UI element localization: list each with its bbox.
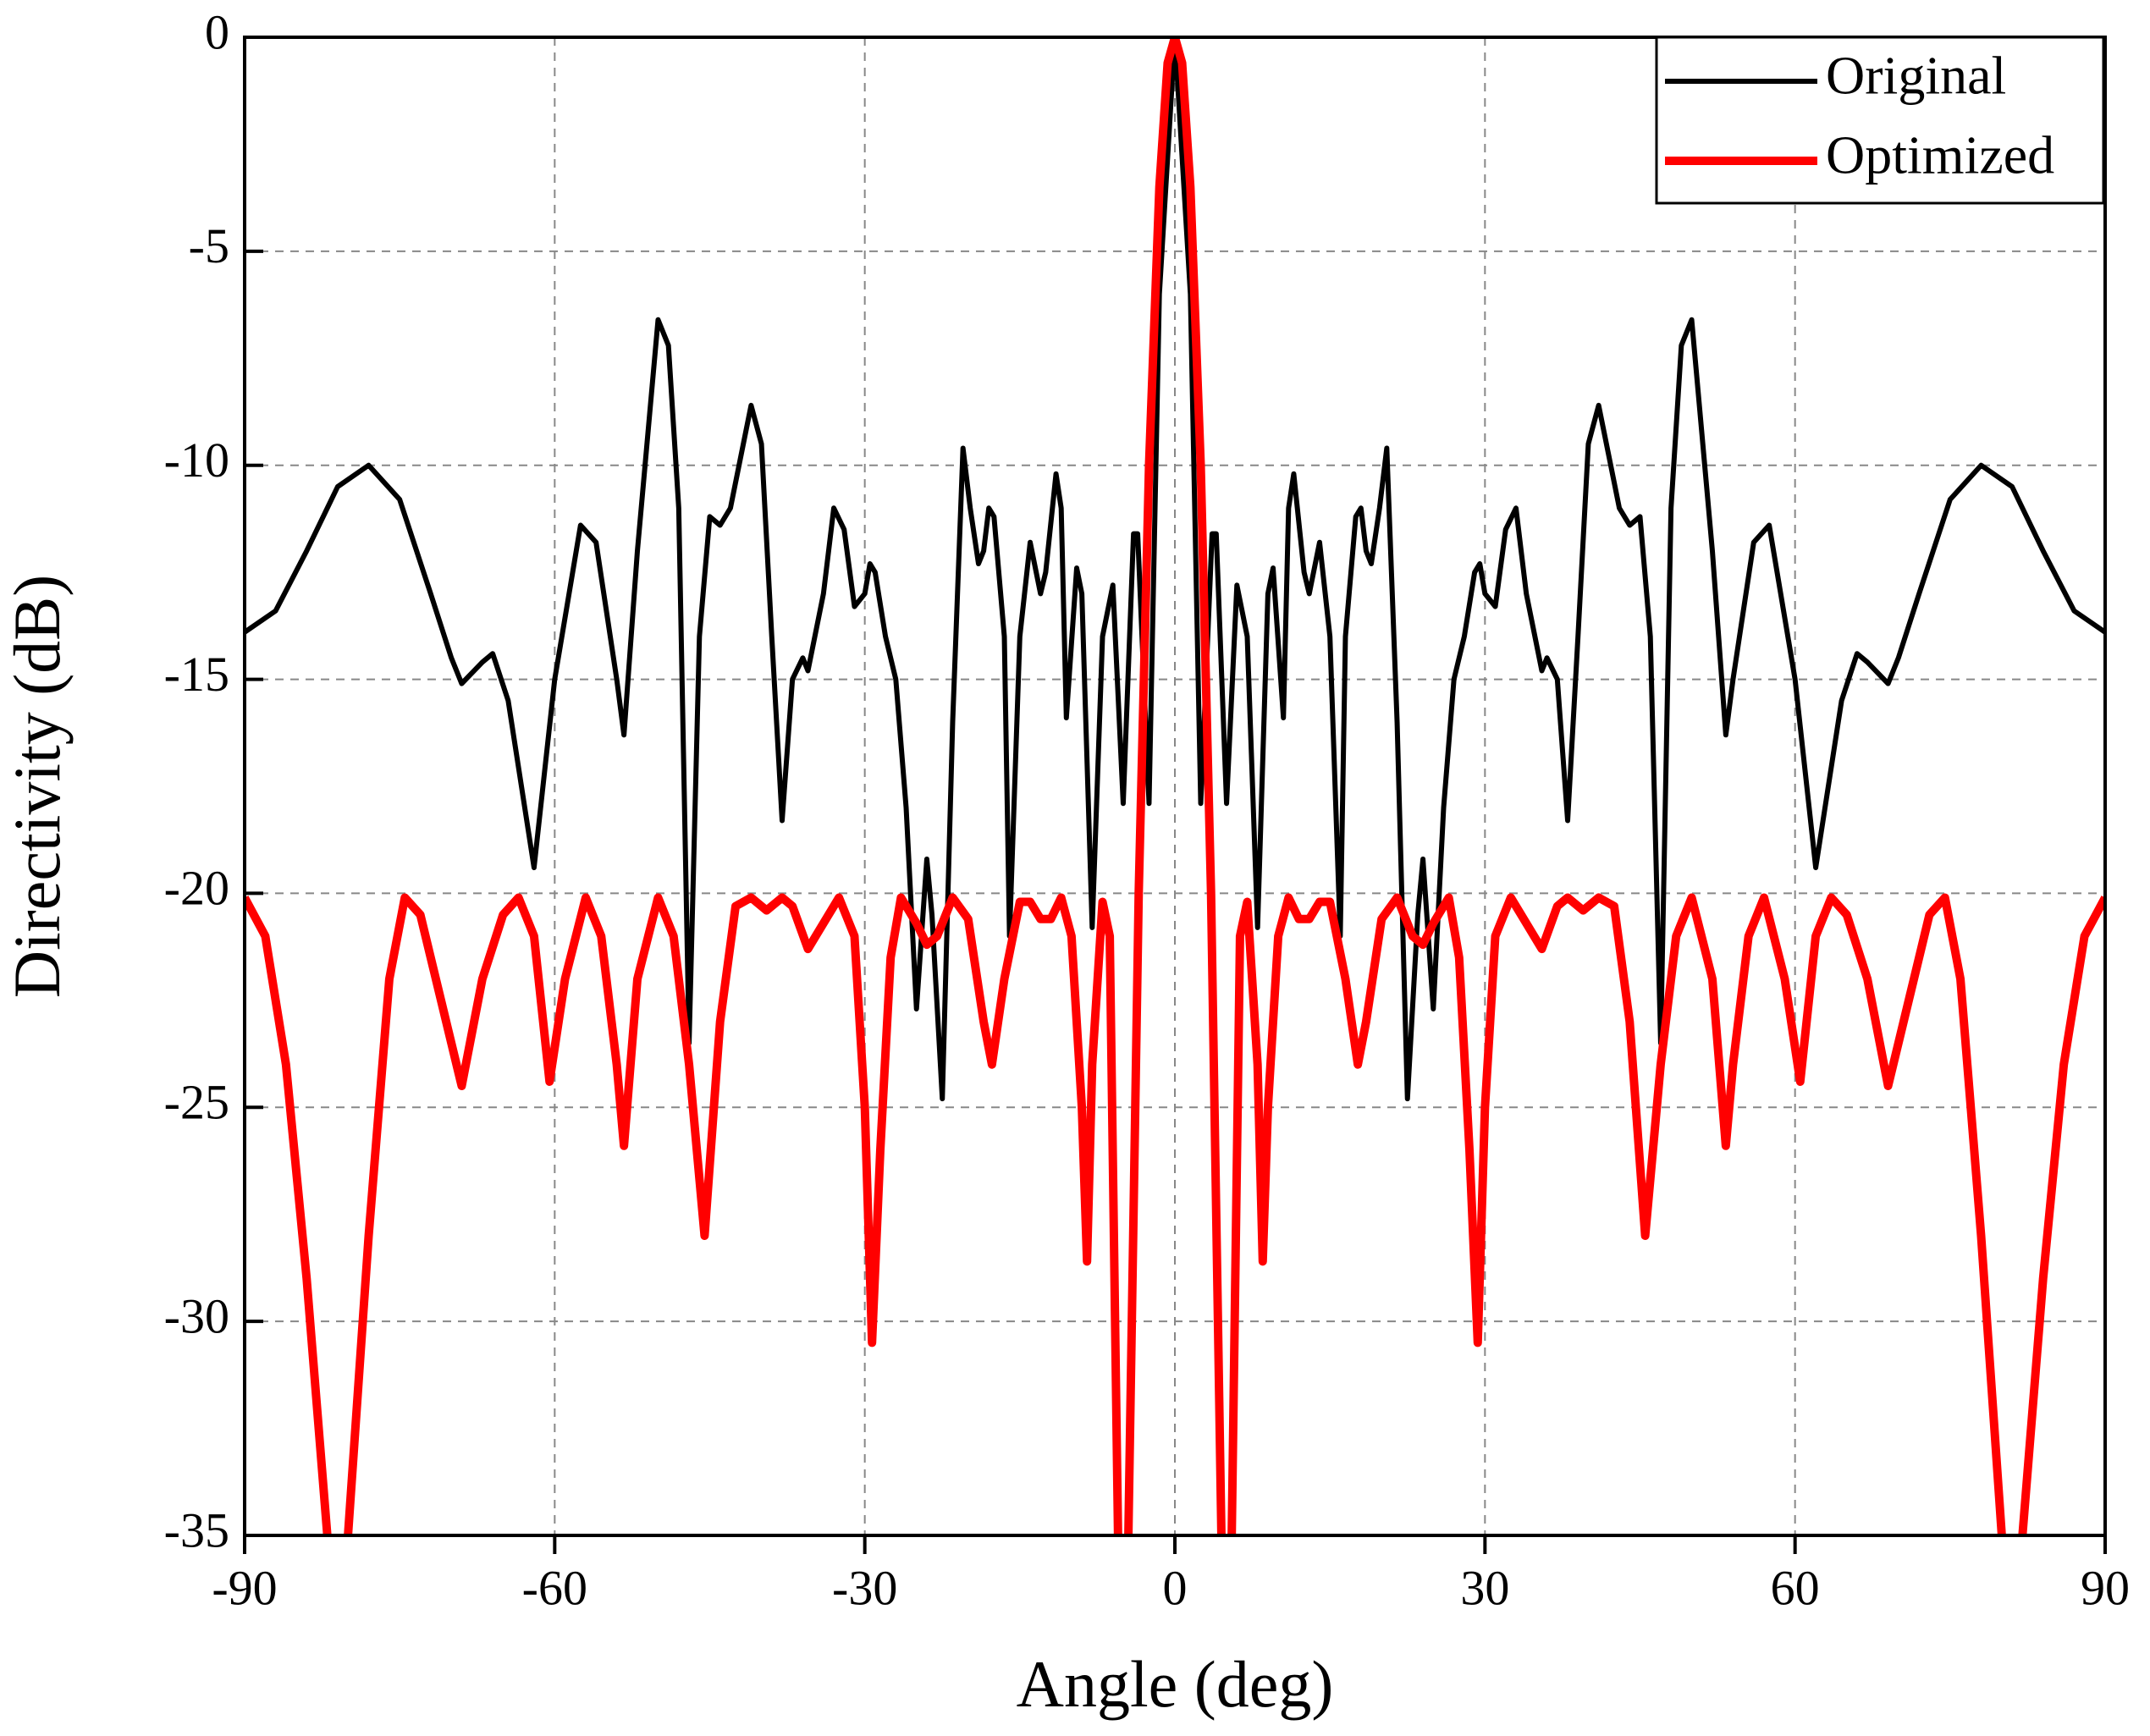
x-axis-title: Angle (deg)	[1017, 1647, 1334, 1721]
series-line	[245, 37, 2105, 1535]
x-tick-label: 90	[2081, 1560, 2130, 1615]
y-tick-label: -15	[164, 647, 229, 702]
y-tick-label: 0	[205, 4, 229, 59]
y-tick-label: -5	[189, 218, 229, 273]
plot-lines	[245, 37, 2105, 1535]
x-tick-label: 60	[1771, 1560, 1820, 1615]
x-tick-label: -60	[522, 1560, 587, 1615]
axes: -90 -60 -30 0 30 60 90 0 -5 -10 -15 -20 -25 -30 -35	[164, 4, 2130, 1615]
y-tick-label: -35	[164, 1502, 229, 1557]
x-tick-label: -30	[832, 1560, 897, 1615]
x-tick-label: 30	[1460, 1560, 1509, 1615]
legend-label: Original	[1826, 46, 2006, 106]
y-tick-label: -10	[164, 433, 229, 488]
x-tick-label: -90	[212, 1560, 277, 1615]
y-axis-title: Directivity (dB)	[0, 575, 74, 998]
legend-label: Optimized	[1826, 125, 2054, 185]
legend-box	[1655, 36, 2105, 205]
series-line	[245, 37, 2105, 1102]
x-tick-label: 0	[1163, 1560, 1188, 1615]
y-tick-label: -30	[164, 1288, 229, 1343]
y-tick-label: -20	[164, 861, 229, 916]
legend: Original Optimized	[1655, 36, 2105, 205]
y-tick-label: -25	[164, 1075, 229, 1130]
